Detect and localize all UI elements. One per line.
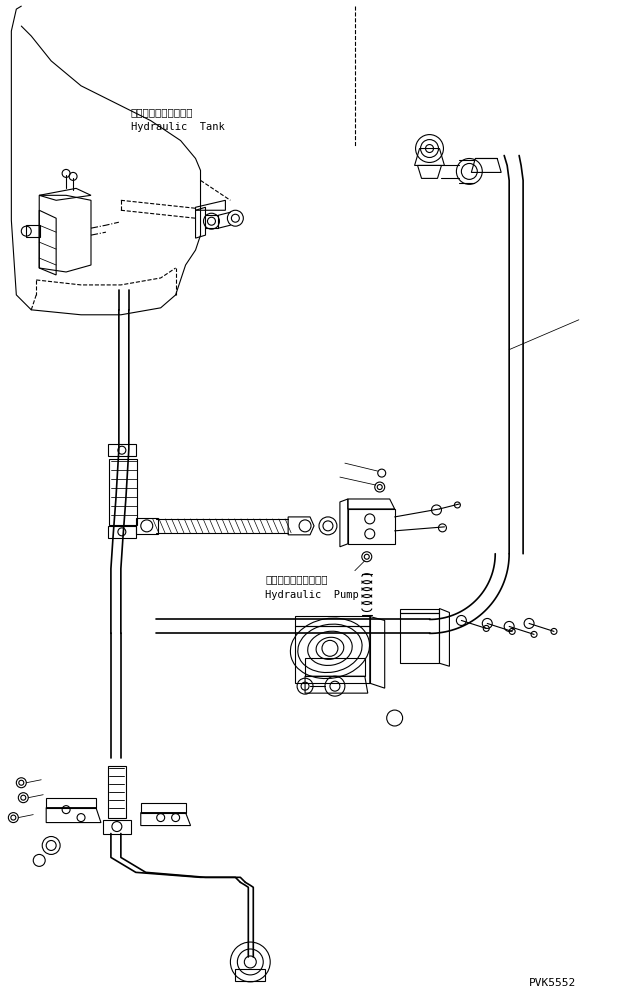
Bar [103, 820, 131, 834]
Bar [26, 226, 40, 238]
Text: ハイドロリックタンク: ハイドロリックタンク [131, 106, 193, 116]
Bar [109, 459, 137, 526]
Text: ハイドロリックポンプ: ハイドロリックポンプ [265, 575, 327, 584]
Text: PVK5552: PVK5552 [529, 977, 576, 987]
Bar [108, 766, 126, 818]
Bar [136, 519, 158, 535]
Bar [108, 527, 136, 539]
Bar [108, 444, 136, 456]
Text: Hydraulic  Pump: Hydraulic Pump [265, 589, 359, 599]
Text: Hydraulic  Tank: Hydraulic Tank [131, 121, 225, 131]
Bar [235, 969, 265, 981]
